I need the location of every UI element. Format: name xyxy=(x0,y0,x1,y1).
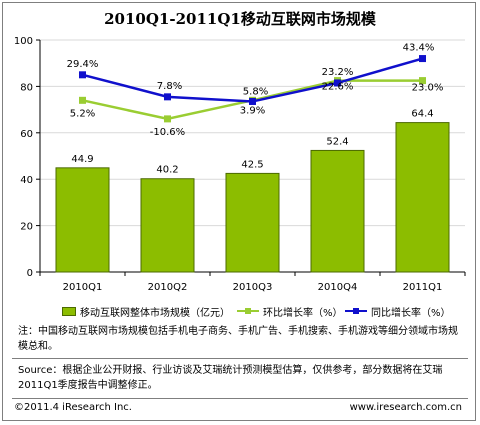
chart-plot: 0 20 40 60 80 100 2010Q1 2010Q2 2010Q3 2010Q4 2011… xyxy=(14,36,466,293)
legend-label-yoy: 同比增长率（%） xyxy=(371,307,451,319)
point-yoy xyxy=(419,55,426,63)
bar-label: 44.9 xyxy=(71,154,93,165)
x-tick-label: 2010Q4 xyxy=(318,282,358,293)
chart-source: Source：根据企业公开财报、行业访谈及艾瑞统计预测模型估算，仅供参考，部分数… xyxy=(18,365,443,391)
x-tick-label: 2010Q2 xyxy=(148,282,188,293)
bar xyxy=(395,122,450,273)
legend-swatch-mom xyxy=(237,306,259,316)
point-mom xyxy=(419,77,426,85)
y-tick-label: 0 xyxy=(27,268,33,279)
y-tick-label: 100 xyxy=(14,36,33,47)
copyright-text: ©2011.4 iResearch Inc. xyxy=(14,402,132,413)
y-tick-label: 20 xyxy=(20,222,33,233)
y-tick-label: 80 xyxy=(20,82,33,93)
data-label-yoy: 29.4% xyxy=(67,59,99,70)
legend-label-mom: 环比增长率（%） xyxy=(263,307,343,319)
legend-label-bars: 移动互联网整体市场规模（亿元） xyxy=(80,307,230,319)
legend: 移动互联网整体市场规模（亿元） 环比增长率（%） 同比增长率（%） xyxy=(62,303,472,319)
point-yoy xyxy=(334,79,341,87)
legend-item-mom: 环比增长率（%） xyxy=(237,303,343,319)
bar xyxy=(310,149,365,273)
data-label-yoy: 5.8% xyxy=(243,86,268,97)
x-tick-label: 2010Q1 xyxy=(63,282,103,293)
data-label-mom: 5.2% xyxy=(70,108,95,119)
bar xyxy=(55,167,110,273)
data-label-mom: 3.9% xyxy=(240,105,265,116)
divider-top xyxy=(12,358,468,359)
data-label-yoy: 7.8% xyxy=(157,81,182,92)
point-mom xyxy=(164,115,171,123)
point-yoy xyxy=(249,97,256,105)
legend-item-bars: 移动互联网整体市场规模（亿元） xyxy=(62,303,230,319)
point-yoy xyxy=(164,93,171,101)
bar xyxy=(140,178,195,273)
data-label-mom: 22.6% xyxy=(322,82,354,93)
legend-item-yoy: 同比增长率（%） xyxy=(345,303,451,319)
legend-swatch-yoy xyxy=(345,306,367,316)
bar-label: 64.4 xyxy=(411,109,433,120)
chart-title: 2010Q1-2011Q1移动互联网市场规模 xyxy=(104,10,376,28)
legend-swatch-bars xyxy=(62,306,76,316)
bar xyxy=(225,172,280,273)
bar-label: 52.4 xyxy=(326,136,348,147)
data-label-mom: 23.0% xyxy=(412,83,444,94)
x-tick-label: 2011Q1 xyxy=(403,282,443,293)
point-mom xyxy=(79,96,86,104)
y-tick-label: 60 xyxy=(20,129,33,140)
bar-label: 42.5 xyxy=(241,159,263,170)
y-tick-label: 40 xyxy=(20,175,33,186)
chart-note: 注：中国移动互联网市场规模包括手机电子商务、手机广告、手机搜索、手机游戏等细分领… xyxy=(18,326,458,352)
point-yoy xyxy=(79,71,86,79)
x-tick-label: 2010Q3 xyxy=(233,282,273,293)
data-label-yoy: 43.4% xyxy=(403,43,435,54)
data-label-yoy: 23.2% xyxy=(322,67,354,78)
website-link[interactable]: www.iresearch.com.cn xyxy=(349,402,462,413)
bar-label: 40.2 xyxy=(156,165,178,176)
divider-bottom xyxy=(12,398,468,399)
data-label-mom: -10.6% xyxy=(150,127,185,138)
